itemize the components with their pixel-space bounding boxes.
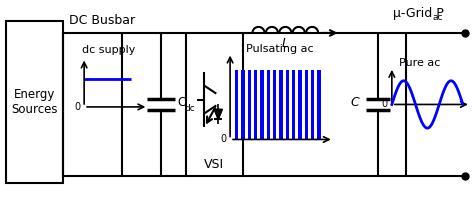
Text: 0: 0 bbox=[220, 135, 226, 144]
Text: 0: 0 bbox=[381, 99, 387, 109]
Bar bbox=[286, 70, 289, 139]
Text: Pure ac: Pure ac bbox=[399, 58, 440, 68]
Text: μ-Grid P: μ-Grid P bbox=[393, 7, 444, 20]
Text: ac: ac bbox=[432, 13, 443, 22]
Bar bbox=[248, 70, 251, 139]
Bar bbox=[186, 33, 243, 176]
Text: C: C bbox=[350, 96, 359, 109]
Polygon shape bbox=[214, 109, 222, 119]
Text: DC Busbar: DC Busbar bbox=[69, 14, 135, 27]
Bar bbox=[273, 70, 276, 139]
Text: Energy
Sources: Energy Sources bbox=[11, 88, 58, 116]
Bar bbox=[235, 70, 238, 139]
Bar bbox=[318, 70, 320, 139]
Bar bbox=[241, 70, 245, 139]
Text: Pulsating ac: Pulsating ac bbox=[246, 44, 313, 54]
Text: C: C bbox=[178, 96, 186, 109]
Text: 0: 0 bbox=[74, 102, 80, 112]
Bar bbox=[299, 70, 301, 139]
Bar bbox=[292, 70, 295, 139]
Text: dc: dc bbox=[185, 104, 195, 113]
Bar bbox=[260, 70, 264, 139]
Bar bbox=[311, 70, 314, 139]
Text: VSI: VSI bbox=[204, 158, 224, 171]
Bar bbox=[305, 70, 308, 139]
Text: L: L bbox=[282, 37, 289, 50]
Bar bbox=[254, 70, 257, 139]
Bar bbox=[6, 21, 64, 183]
Bar bbox=[279, 70, 283, 139]
Text: dc supply: dc supply bbox=[82, 45, 136, 55]
Bar bbox=[267, 70, 270, 139]
